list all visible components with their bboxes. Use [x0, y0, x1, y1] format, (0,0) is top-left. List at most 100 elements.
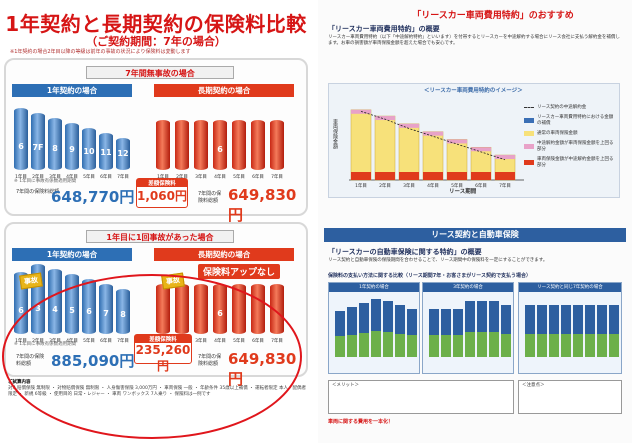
diff-caption: 差額保険料 [137, 179, 187, 187]
grade-label: 7F [32, 142, 44, 152]
payment-bar-segment [407, 335, 417, 357]
payment-bar-segment [489, 331, 499, 357]
chart-title: ＜リースカー車両費用特約のイメージ＞ [424, 88, 523, 94]
year-label: 1年目 [156, 174, 170, 180]
payment-bar [407, 309, 417, 357]
payment-bar-segment [347, 334, 357, 357]
payment-bar-segment [561, 333, 571, 357]
panel-head: リース契約と同じ7年契約の場合 [519, 283, 621, 292]
payment-bar [465, 301, 475, 357]
premium-cylinder [82, 128, 96, 170]
premium-cylinder [99, 133, 113, 170]
year-label: 7年目 [117, 175, 129, 180]
year-label: 2年目 [175, 174, 189, 180]
year-label: 7年目 [271, 175, 283, 180]
total-one-year: 648,770円 [51, 188, 135, 206]
panel-head: 3年契約の場合 [423, 283, 513, 292]
payment-bar [561, 305, 571, 357]
memo-merit: ＜メリット＞ [328, 380, 514, 414]
premium-cylinder [156, 120, 170, 170]
chart-bar [398, 123, 420, 181]
chart-bar-top [495, 155, 515, 160]
right-banner: 「リースカー車両費用特約」のおすすめ [412, 11, 574, 21]
long-term-head: 長期契約の場合 [154, 84, 294, 97]
chart-tick-label: 2年目 [379, 182, 391, 189]
memo-title: ＜注意点＞ [522, 383, 545, 388]
axis-note: ※ 1年目に事故有係数適用期間 [14, 179, 77, 184]
section-bar-lease: リース契約と自動車保険 [324, 228, 626, 242]
payment-bar-segment [573, 333, 583, 357]
grade-label: 11 [100, 147, 112, 157]
chart-bar-top [447, 139, 467, 144]
lease-insurance-text: リース契約と自動車保険の保険期間を合わせることで、リース期間中の保険料を一定にす… [328, 258, 548, 263]
chart-plot: 1年目 2年目 3年目 4年目 5年目 6年目 7年目 [349, 109, 524, 189]
payment-bar [549, 305, 559, 357]
chart-bar-base [495, 172, 515, 180]
chart-tick-label: 6年目 [475, 182, 487, 189]
payment-bar [609, 305, 619, 357]
chart-bar-base [423, 172, 443, 180]
payment-bar-segment [335, 336, 345, 357]
payment-bar [597, 305, 607, 357]
payment-bar-segment [383, 331, 393, 357]
rider-overview-text: リースカー車両費用特約（以下「中途解約特約」といいます）を付帯するとリースカーを… [328, 35, 620, 46]
year-label: 3年目 [49, 175, 61, 180]
year-label: 3年目 [195, 175, 207, 180]
year-label: 5年目 [83, 175, 95, 180]
payment-bar-segment [501, 333, 511, 357]
chart-bar-base [471, 172, 491, 180]
right-page: 「リースカー車両費用特約」のおすすめ 「リースカー車両費用特約」の概要 リースカ… [318, 0, 632, 443]
legend-item: 通常の車両保険金額 [524, 130, 616, 136]
compare-panel-7yr: リース契約と同じ7年契約の場合 [518, 282, 622, 374]
payment-bar [477, 301, 487, 357]
chart-bar-top [351, 109, 371, 114]
payment-bar-segment [537, 333, 547, 357]
premium-cylinder [48, 118, 62, 170]
chart-bar-top [375, 116, 395, 121]
subhead-rider-overview: 「リースカー車両費用特約」の概要 [328, 25, 440, 33]
legend-item: リース契約の中途解約金 [524, 104, 616, 110]
premium-cylinder [175, 120, 189, 170]
chart-tick-label: 1年目 [355, 182, 367, 189]
chart-tick-label: 7年目 [499, 182, 511, 189]
chart-ylabel: 車両保険金額 [332, 119, 338, 149]
year-label: 6年目 [252, 175, 264, 180]
one-year-head: 1年契約の場合 [12, 248, 132, 261]
premium-cylinder [194, 120, 208, 170]
payment-bar [525, 305, 535, 357]
premium-cylinder [213, 120, 227, 170]
payment-bar-segment [465, 331, 475, 357]
memo-title: ＜メリット＞ [332, 383, 359, 388]
grade-label: 6 [18, 141, 24, 151]
grade-label: 9 [69, 145, 75, 155]
year-label: 4年目 [66, 175, 78, 180]
payment-bar-segment [371, 330, 381, 357]
chart-bar-top [471, 147, 491, 152]
grade-label: 6 [18, 305, 24, 315]
year-label: 2年目 [32, 175, 44, 180]
chart-bar-top [423, 131, 443, 136]
payment-bar [371, 299, 381, 357]
one-year-cylinders: 1年目 6 2年目 7F 3年目 8 4年目 9 5年目 10 6年目 11 7年目 12 [14, 100, 139, 180]
total-label-red: 7年間の保険料総額 [198, 191, 222, 204]
payment-bar [453, 309, 463, 357]
premium-cylinder [14, 108, 28, 170]
no-premium-up-badge: 保険料アップなし [198, 264, 281, 279]
page-note: ※1年契約の場合2年目以降の等級は前年の事故の状況により保険料は変動します [10, 49, 191, 55]
payment-bar [537, 305, 547, 357]
diff-value: 1,060円 [137, 189, 187, 203]
total-label-blue: 7年間の保険料総額 [16, 189, 60, 195]
legend-item: 中途解約金額が車両保険金額を上回る部分 [524, 140, 616, 152]
section-head: 1年目に1回事故があった場合 [86, 230, 234, 243]
payment-bar [585, 305, 595, 357]
payment-bar-segment [597, 333, 607, 357]
payment-bar [441, 309, 451, 357]
payment-bar-segment [585, 333, 595, 357]
payment-bar-segment [441, 335, 451, 357]
page-title: 1年契約と長期契約の保険料比較 [5, 12, 307, 36]
premium-cylinder [232, 120, 246, 170]
payment-bar [501, 305, 511, 357]
year-label: 4年目 [214, 175, 226, 180]
subhead-lease-insurance: 「リースカーの自動車保険に関する特約」の概要 [328, 248, 482, 256]
payment-bar [429, 309, 439, 357]
